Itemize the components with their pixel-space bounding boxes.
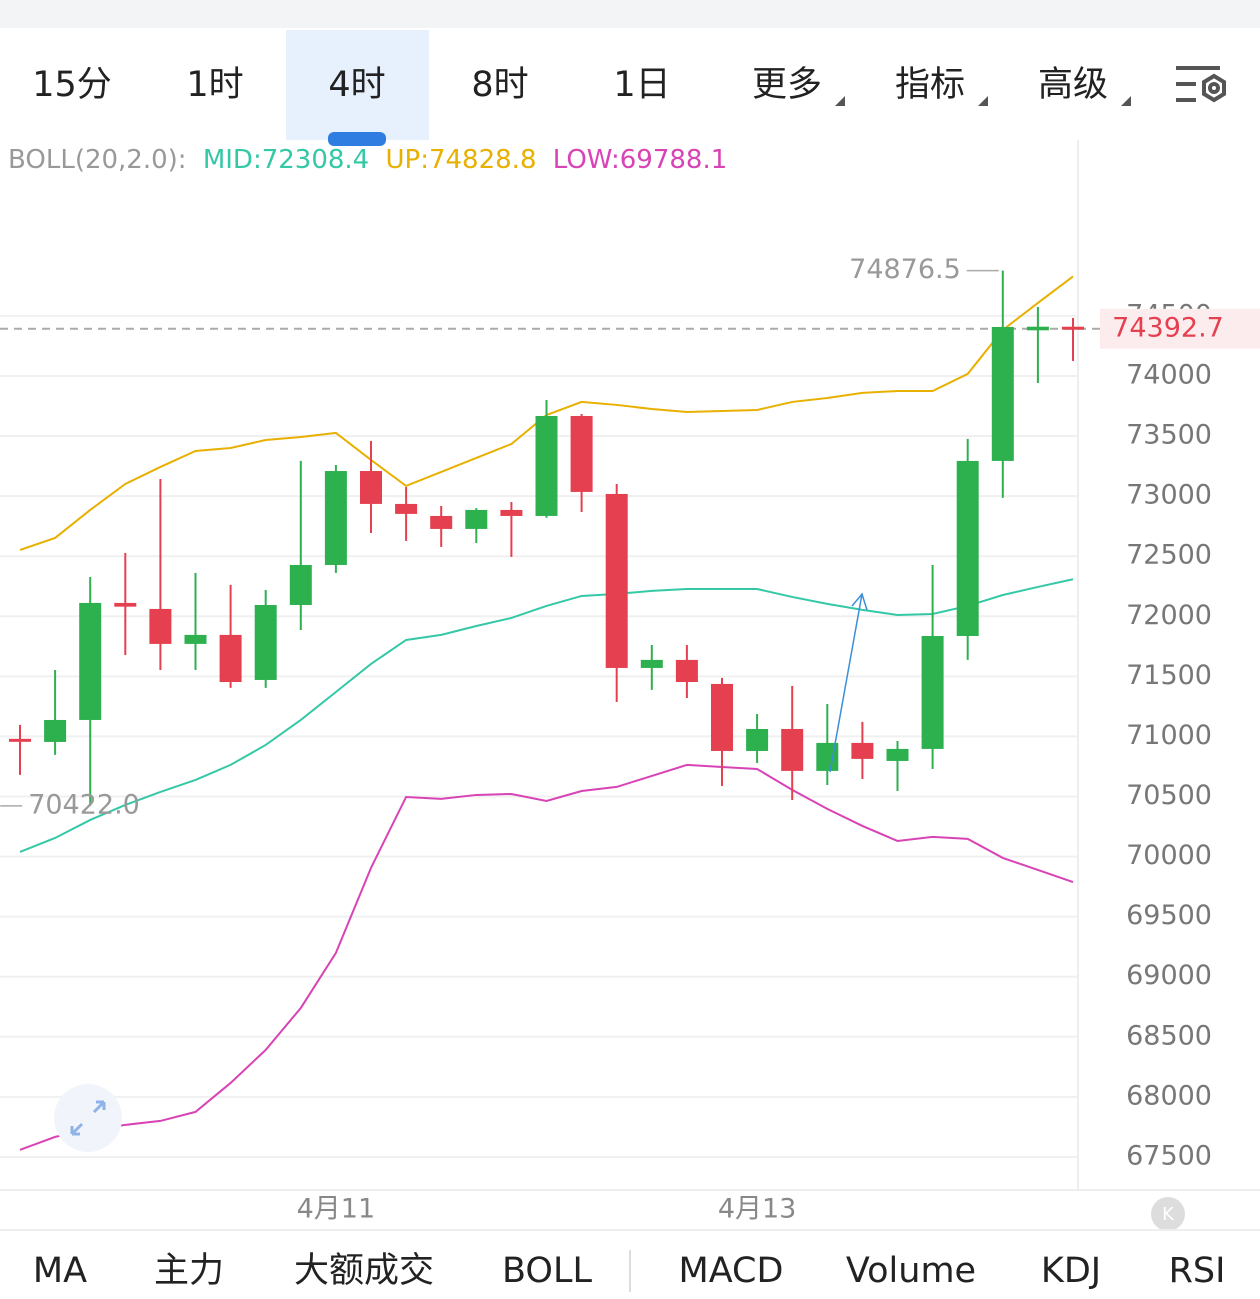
candle-body — [886, 748, 909, 761]
candle-body — [149, 608, 172, 644]
y-tick-label: 68500 — [1126, 1020, 1212, 1051]
candle-body — [1026, 326, 1049, 331]
candle-body — [746, 728, 769, 751]
collapse-icon: K — [1162, 1204, 1175, 1225]
indicator-tab[interactable]: 大额成交 — [294, 1251, 434, 1291]
candle-body — [605, 493, 628, 668]
y-tick-label: 70000 — [1126, 840, 1212, 871]
candle-body — [711, 683, 733, 751]
candle-body — [289, 564, 312, 605]
candle-body — [956, 460, 979, 636]
candle-body — [395, 503, 418, 514]
y-tick-label: 68000 — [1126, 1080, 1212, 1111]
top-strip — [0, 0, 1260, 28]
candle-body — [9, 738, 31, 742]
candle-body — [430, 515, 453, 529]
indicator-tab[interactable]: Volume — [846, 1251, 976, 1291]
candle-body — [781, 728, 804, 771]
candle-body — [675, 659, 698, 683]
candle-body — [851, 742, 874, 759]
y-tick-label: 69500 — [1126, 900, 1212, 931]
x-tick-label: 4月13 — [718, 1194, 797, 1225]
indicator-tab[interactable]: BOLL — [502, 1251, 592, 1291]
y-tick-label: 72000 — [1126, 600, 1212, 631]
max-label: 74876.5 — [849, 254, 961, 285]
period-tab[interactable]: 4时 — [328, 65, 385, 105]
x-tick-label: 4月11 — [297, 1194, 376, 1225]
period-tab[interactable]: 更多 — [752, 65, 822, 105]
y-tick-label: 71500 — [1126, 660, 1212, 691]
y-tick-label: 73500 — [1126, 420, 1212, 451]
period-tab[interactable]: 1时 — [186, 65, 243, 105]
period-tab[interactable]: 指标 — [895, 65, 965, 105]
boll-legend: BOLL(20,2.0): MID:72308.4 UP:74828.8 LOW… — [8, 145, 727, 175]
drawn-arrow — [829, 593, 863, 773]
period-tab[interactable]: 15分 — [32, 65, 112, 105]
period-tab[interactable]: 1日 — [613, 65, 670, 105]
period-tabs: 15分 1时 4时 8时 1日 更多 指标 高级 — [32, 30, 1131, 146]
boll-low-line — [19, 763, 1074, 1151]
candle-body — [360, 471, 382, 504]
indicator-tab[interactable]: MA — [33, 1251, 87, 1291]
candle-body — [254, 604, 277, 680]
collapse-button[interactable] — [1151, 1197, 1185, 1231]
indicator-tab[interactable]: KDJ — [1041, 1251, 1101, 1291]
dropdown-marker — [978, 96, 988, 106]
plot: 67500 68000 68500 69000 69500 70000 70500 71000… — [0, 254, 1260, 1225]
y-tick-label: 72500 — [1126, 540, 1212, 571]
last-price-label: 74392.7 — [1112, 312, 1224, 343]
boll-mid-line — [19, 578, 1074, 853]
candle-body — [816, 742, 839, 771]
candle-body — [640, 659, 663, 668]
y-tick-label: 74000 — [1126, 359, 1212, 390]
indicator-tab[interactable]: MACD — [679, 1251, 784, 1291]
y-tick-label: 73000 — [1126, 480, 1212, 511]
candle-body — [1062, 326, 1084, 330]
candle-body — [324, 471, 347, 565]
expand-icon — [70, 1100, 106, 1136]
candle-body — [500, 509, 523, 516]
legend-label: BOLL(20,2.0): — [8, 145, 187, 175]
candle-body — [570, 415, 593, 492]
y-tick-label: 69000 — [1126, 960, 1212, 991]
indicator-tab[interactable]: 主力 — [154, 1251, 224, 1291]
candle-body — [991, 326, 1014, 461]
y-tick-label: 67500 — [1126, 1140, 1212, 1171]
settings-icon[interactable] — [1176, 66, 1226, 103]
last-price-tag — [1100, 308, 1260, 349]
min-label: 70422.0 — [28, 789, 140, 820]
candle-body — [535, 415, 558, 516]
candle-body — [44, 719, 67, 742]
period-tab[interactable]: 高级 — [1038, 65, 1108, 105]
candle-body — [79, 602, 102, 720]
legend-up: UP:74828.8 — [386, 145, 537, 175]
candle-body — [184, 634, 207, 644]
legend-low: LOW:69788.1 — [553, 145, 727, 175]
candle-body — [114, 602, 137, 607]
selected-tab-bg — [286, 30, 429, 140]
drawn-arrow-head — [851, 592, 868, 611]
candle-body — [465, 509, 488, 529]
y-tick-label: 71000 — [1126, 720, 1212, 751]
indicator-tabs: MA 主力 大额成交 BOLL MACD Volume KDJ RSI — [33, 1251, 1226, 1291]
legend-mid: MID:72308.4 — [203, 145, 369, 175]
candle-body — [219, 634, 242, 683]
candle-body — [921, 635, 944, 749]
period-tab[interactable]: 8时 — [471, 65, 528, 105]
indicator-tab[interactable]: RSI — [1169, 1251, 1226, 1291]
y-tick-label: 70500 — [1126, 780, 1212, 811]
expand-button[interactable] — [54, 1084, 122, 1152]
dropdown-marker — [835, 96, 845, 106]
dropdown-marker — [1121, 96, 1131, 106]
selected-tab-indicator — [328, 132, 386, 146]
